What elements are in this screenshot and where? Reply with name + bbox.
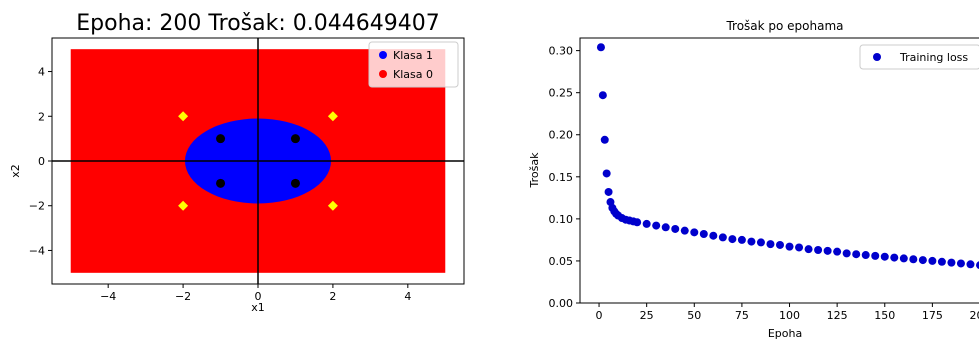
loss-point [596,43,605,52]
decision-plot-ylabel: x2 [9,164,22,178]
y-tick-label: 0 [38,155,45,168]
loss-point [823,246,832,255]
training-point-yellow [178,200,189,211]
decision-plot-legend: Klasa 1 Klasa 0 [368,41,459,88]
x-tick-label: 2 [329,290,336,303]
decision-boundary-plot: Epoha: 200 Trošak: 0.044649407 −4 −2 0 2 4 −4… [9,11,465,314]
training-point-black [290,134,300,144]
y-tick-label: −4 [29,244,45,257]
loss-plot: Trošak po epohama 0 25 50 75 100 125 150 175 200… [528,19,979,340]
training-point-black [290,178,300,188]
legend-label-training-loss: Training loss [899,51,968,64]
loss-plot-legend: Training loss [859,44,979,70]
y-tick-label: 0.10 [549,213,574,226]
loss-point [909,255,918,264]
loss-point [661,223,670,232]
x-tick-label: 175 [922,309,943,322]
loss-point [928,256,937,265]
loss-plot-frame [579,37,979,304]
loss-point [690,228,699,237]
loss-point [671,224,680,233]
loss-plot-ylabel: Trošak [528,152,541,189]
y-tick-label: −2 [29,200,45,213]
x-tick-label: −4 [100,290,116,303]
legend-marker-klasa-1 [379,51,387,59]
loss-point [709,231,718,240]
loss-point [699,230,708,239]
y-tick-label: 0.15 [549,171,574,184]
x-tick-label: −2 [175,290,191,303]
training-point-yellow [327,200,338,211]
loss-point [890,253,899,262]
x-tick-label: 50 [687,309,701,322]
x-tick-label: 0 [596,309,603,322]
x-tick-label: 200 [970,309,979,322]
loss-point [947,258,956,267]
loss-point [785,242,794,251]
loss-plot-title: Trošak po epohama [725,19,843,33]
legend-marker-training-loss [873,53,881,61]
loss-point [966,260,975,269]
training-point-black [216,134,226,144]
loss-point [804,245,813,254]
loss-point [871,251,880,260]
loss-point [795,243,804,252]
y-tick-label: 4 [38,66,45,79]
y-tick-label: 0.25 [549,87,574,100]
loss-point [600,135,609,144]
training-point-yellow [178,111,189,122]
legend-label-klasa-1: Klasa 1 [393,49,433,62]
x-tick-label: 25 [640,309,654,322]
loss-point [814,246,823,254]
loss-point [747,237,756,246]
y-tick-label: 2 [38,110,45,123]
legend-label-klasa-0: Klasa 0 [393,68,433,81]
loss-point [833,247,842,256]
loss-point [861,251,870,260]
y-tick-label: 0.20 [549,129,574,142]
decision-plot-title: Epoha: 200 Trošak: 0.044649407 [76,11,439,36]
loss-point [642,219,651,228]
y-tick-label: 0.00 [549,297,574,310]
legend-box [859,44,979,70]
loss-point [652,221,661,230]
loss-point [602,169,611,178]
loss-point [842,249,851,258]
loss-point [976,261,979,270]
loss-point [852,250,861,259]
loss-point [718,233,727,242]
loss-point [937,257,946,266]
legend-marker-klasa-0 [379,70,387,78]
decision-plot-xlabel: x1 [251,301,265,314]
loss-point [604,187,613,196]
loss-point [598,91,607,100]
y-tick-label: 0.05 [549,255,574,268]
loss-point [737,235,746,244]
loss-point [776,240,784,249]
legend-box [368,41,459,88]
loss-point [899,254,908,263]
training-point-yellow [327,111,338,122]
loss-point [918,256,927,265]
x-tick-label: 4 [404,290,411,303]
x-tick-label: 0 [255,290,262,303]
loss-plot-xlabel: Epoha [768,327,802,340]
loss-point [756,238,765,247]
loss-point [728,235,737,244]
loss-point [766,240,775,249]
x-tick-label: 75 [735,309,749,322]
x-tick-label: 100 [779,309,800,322]
loss-point [633,218,642,227]
loss-point [680,226,689,235]
loss-point [956,259,965,268]
loss-point [880,252,889,261]
x-tick-label: 125 [827,309,848,322]
y-tick-label: 0.30 [549,45,574,58]
training-point-black [216,178,226,188]
x-tick-label: 150 [874,309,895,322]
